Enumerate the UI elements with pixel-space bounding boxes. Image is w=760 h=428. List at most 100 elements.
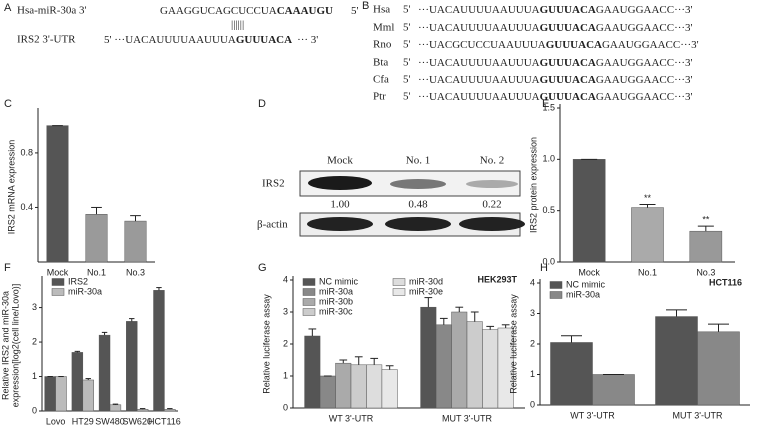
sequence: ···UACAUUUUAAUUUA bbox=[418, 91, 540, 103]
blot-band bbox=[385, 217, 451, 231]
x-tick-label: MUT 3'-UTR bbox=[442, 413, 493, 423]
significance: ** bbox=[702, 214, 710, 224]
bar bbox=[350, 364, 367, 409]
sequence: GAAUGGAACC···3' bbox=[596, 22, 693, 34]
seed: GUUUACA bbox=[540, 91, 596, 103]
x-tick-label: Lovo bbox=[46, 416, 66, 426]
y-axis-label: IRS2 mRNA expression bbox=[6, 140, 16, 235]
sequence: ···UACAUUUUAAUUUA bbox=[418, 57, 540, 69]
error-bar bbox=[139, 408, 146, 410]
y-tick-label: 0.0 bbox=[542, 256, 555, 266]
end: 5' bbox=[403, 57, 411, 69]
panel-label: C bbox=[4, 98, 12, 110]
error-bar bbox=[486, 325, 495, 330]
species: Cfa bbox=[373, 74, 389, 86]
end: 5' bbox=[403, 39, 411, 51]
bar bbox=[164, 409, 176, 412]
legend-swatch bbox=[51, 278, 65, 286]
error-bar bbox=[561, 335, 582, 343]
sequence: GAAUGGAACC···3' bbox=[596, 57, 693, 69]
error-bar bbox=[370, 357, 379, 365]
y-tick-label: 2 bbox=[32, 336, 37, 346]
x-tick-label: MUT 3'-UTR bbox=[672, 410, 723, 420]
sequence: ···UACAUUUUAAUUUAGUUUACAGAAUGGAACC···3' bbox=[418, 74, 693, 86]
error-bar bbox=[308, 328, 317, 336]
lane-label: Mock bbox=[327, 155, 353, 167]
end: 5' bbox=[403, 22, 411, 34]
seed: GUUUACA bbox=[540, 57, 596, 69]
sequence: GAAUGGAACC···3' bbox=[602, 39, 699, 51]
blot-labels: Mock 1.00 No. 1 0.48 No. 2 0.22 bbox=[327, 155, 504, 211]
sequence: ···UACAUUUUAAUUUA bbox=[418, 4, 540, 16]
panel-label: D bbox=[258, 98, 266, 110]
legend-swatch bbox=[549, 281, 563, 289]
sequence: ···UACGCUCCUAAUUUA bbox=[418, 39, 546, 51]
mirna-sequence: GAAGGUCAGCUCCUACAAAUGU 5' bbox=[160, 5, 358, 17]
legend-swatch bbox=[392, 288, 406, 296]
utr-sequence: 5' ···UACAUUUUAAUUUAGUUUACA ··· 3' bbox=[104, 34, 318, 46]
end: 5' bbox=[403, 74, 411, 86]
bar bbox=[319, 375, 336, 409]
pairing: |||||| bbox=[231, 19, 244, 31]
bar bbox=[46, 125, 69, 263]
chart-title: HEK293T bbox=[477, 274, 517, 284]
error-bar bbox=[91, 206, 102, 215]
error-bar bbox=[74, 350, 81, 353]
panel-label: G bbox=[258, 262, 267, 274]
sequence: ···UACAUUUUAAUUUAGUUUACAGAAUGGAACC···3' bbox=[418, 22, 693, 34]
y-tick-label: 2 bbox=[283, 338, 288, 348]
error-bar bbox=[697, 225, 714, 232]
seed: GUUUACA bbox=[236, 34, 292, 46]
blot-protein: IRS2 bbox=[262, 178, 285, 190]
legend-swatch bbox=[549, 291, 563, 299]
bar bbox=[572, 159, 606, 263]
legend-swatch bbox=[302, 298, 316, 306]
species: Bta bbox=[373, 57, 388, 69]
bar bbox=[335, 362, 352, 409]
bar bbox=[697, 331, 740, 406]
bar bbox=[592, 374, 635, 406]
y-tick-label: 1 bbox=[32, 371, 37, 381]
y-tick-label: 1.0 bbox=[542, 154, 555, 164]
bar bbox=[304, 335, 321, 409]
error-bar bbox=[339, 359, 348, 364]
x-tick-label: No.3 bbox=[126, 267, 145, 277]
bar bbox=[71, 352, 84, 412]
y-axis-label: expression[log2(cell line/Lovo)] bbox=[10, 284, 20, 408]
blot-band bbox=[466, 180, 518, 188]
species: Rno bbox=[373, 39, 392, 51]
bar bbox=[381, 369, 398, 409]
y-axis-label: Relative luciferase assay bbox=[508, 294, 518, 394]
y-tick-label: 4 bbox=[283, 274, 288, 284]
bar bbox=[44, 376, 56, 412]
seed: GUUUACA bbox=[540, 74, 596, 86]
panel-label: H bbox=[540, 262, 548, 274]
error-bar bbox=[385, 365, 394, 370]
x-tick-label: SW480 bbox=[95, 416, 125, 426]
end: 5' bbox=[403, 4, 411, 16]
error-bar bbox=[85, 378, 91, 380]
y-tick-label: 3 bbox=[283, 306, 288, 316]
y-tick-label: 3 bbox=[32, 302, 37, 312]
quant-value: 0.48 bbox=[408, 199, 428, 211]
quant-value: 0.22 bbox=[482, 199, 501, 211]
legend-label: IRS2 bbox=[68, 276, 88, 286]
legend-label: NC mimic bbox=[566, 279, 605, 289]
legend-swatch bbox=[392, 278, 406, 286]
y-axis-label: Relative luciferase assay bbox=[261, 294, 271, 394]
sequence: ···UACAUUUUAAUUUAGUUUACAGAAUGGAACC···3' bbox=[418, 4, 693, 16]
x-tick-label: WT 3'-UTR bbox=[570, 410, 615, 420]
y-tick-label: 1.5 bbox=[542, 102, 555, 112]
species: Hsa bbox=[373, 4, 390, 16]
y-tick-label: 0 bbox=[283, 402, 288, 412]
blot-band bbox=[390, 179, 446, 189]
y-tick-label: 2 bbox=[530, 338, 535, 348]
legend-swatch bbox=[302, 308, 316, 316]
sequence: ···UACAUUUUAAUUUAGUUUACAGAAUGGAACC···3' bbox=[418, 57, 693, 69]
y-tick-label: 0.8 bbox=[20, 147, 33, 157]
end: 5' bbox=[351, 5, 359, 17]
bar bbox=[55, 376, 67, 412]
y-tick-label: 4 bbox=[530, 277, 535, 287]
error-bar bbox=[101, 331, 108, 336]
